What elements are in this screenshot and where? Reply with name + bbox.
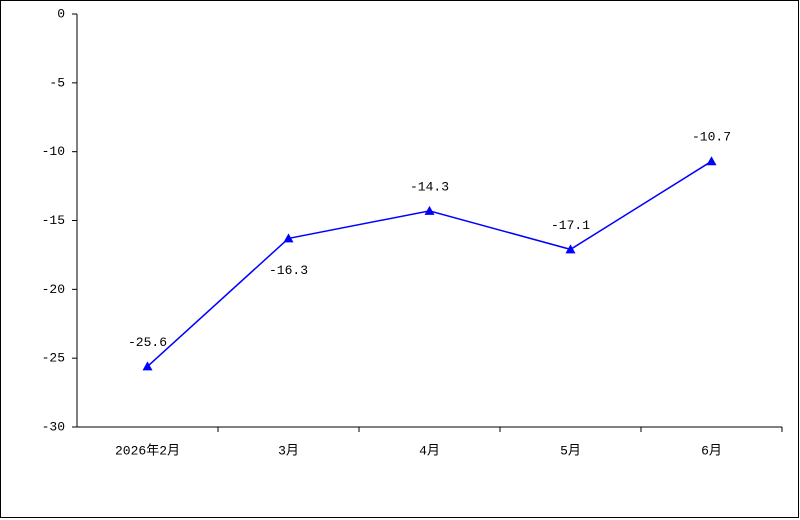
x-tick-label: 6月 — [701, 443, 722, 458]
data-label: -10.7 — [692, 130, 731, 145]
data-label: -25.6 — [128, 335, 167, 350]
marker — [706, 156, 717, 166]
y-tick-label: -30 — [42, 419, 65, 434]
marker — [142, 361, 153, 371]
marker — [283, 233, 294, 243]
y-tick-label: -20 — [42, 282, 65, 297]
y-tick-label: 0 — [57, 6, 65, 21]
y-tick-label: -25 — [42, 351, 65, 366]
x-tick-label: 5月 — [560, 443, 581, 458]
x-tick-label: 3月 — [278, 443, 299, 458]
data-label: -17.1 — [551, 218, 590, 233]
y-tick-label: -5 — [49, 75, 65, 90]
y-tick-label: -15 — [42, 213, 65, 228]
x-tick-label: 2026年2月 — [115, 443, 180, 458]
data-label: -16.3 — [269, 263, 308, 278]
data-label: -14.3 — [410, 179, 449, 194]
x-tick-label: 4月 — [419, 443, 440, 458]
marker — [565, 244, 576, 254]
y-tick-label: -10 — [42, 144, 65, 159]
marker — [424, 205, 435, 215]
